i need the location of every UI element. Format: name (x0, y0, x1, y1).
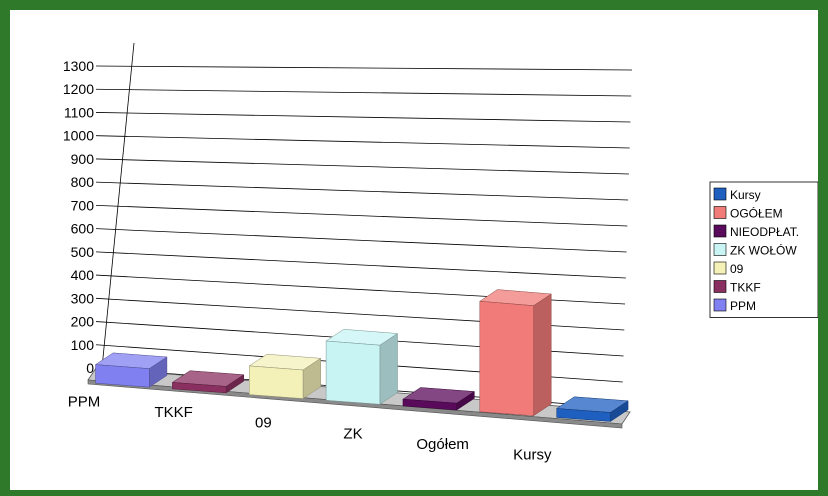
y-axis-line (101, 42, 135, 369)
x-category-label: ZK (343, 425, 362, 442)
x-category-label: 09 (255, 415, 272, 432)
bar-front-face (95, 364, 150, 388)
x-category-label: Ogółem (416, 436, 469, 453)
gridline-1200 (95, 88, 632, 97)
bar-side-face (533, 293, 552, 417)
bar-09 (248, 353, 322, 400)
bar-front-face (402, 398, 458, 411)
bar-tkkf (171, 370, 245, 394)
category-labels: PPM TKKF 09 ZK Ogółem Kursy (68, 393, 552, 463)
gridline-1100 (95, 112, 631, 123)
legend-swatch (713, 224, 727, 238)
legend-swatch (713, 298, 727, 312)
axes (101, 42, 135, 369)
bar-front-face (479, 300, 534, 416)
bar-zk (325, 329, 399, 405)
y-tick-label: 500 (71, 244, 95, 260)
gridline-1300 (95, 65, 633, 71)
legend-swatch (713, 243, 727, 256)
legend-entry: Kursy (730, 188, 761, 202)
bar-chart-3d: 0 100 200 300 400 500 600 700 800 900 1000 1100 1200… (63, 42, 818, 464)
bar-front-face (248, 365, 304, 399)
y-tick-label: 600 (71, 221, 95, 237)
bar-front-face (556, 408, 611, 422)
y-tick-label: 1100 (64, 104, 94, 120)
legend-swatch (713, 206, 727, 219)
gridline-500 (95, 251, 626, 279)
chart-canvas: 0 100 200 300 400 500 600 700 800 900 1000 1100 1200… (10, 10, 818, 490)
bar-side-face (379, 333, 398, 405)
y-tick-label: 100 (71, 337, 95, 353)
bars (94, 289, 629, 422)
legend-entry: PPM (730, 299, 756, 313)
gridline-800 (95, 181, 629, 201)
y-tick-label: 1000 (63, 128, 94, 144)
x-category-label: TKKF (154, 404, 192, 421)
legend-entry: 09 (730, 262, 744, 276)
legend: Kursy OGÓŁEM NIEODPŁAT. ZK WOŁÓW 09 TKKF PPM (709, 181, 818, 318)
y-tick-label: 0 (86, 360, 94, 376)
y-tick-label: 1300 (63, 58, 94, 74)
bar-kursy (555, 396, 629, 422)
gridline-1000 (95, 135, 630, 149)
y-tick-label: 900 (71, 151, 95, 167)
bar-unlabeled (402, 387, 476, 411)
legend-swatch (713, 261, 727, 275)
y-tick-label: 200 (71, 314, 95, 330)
gridline-900 (95, 158, 629, 175)
bar-front-face (325, 340, 381, 405)
legend-swatch (713, 280, 727, 293)
legend-entry: ZK WOŁÓW (730, 243, 797, 258)
y-tick-label: 300 (71, 290, 95, 306)
y-tick-label: 700 (71, 197, 95, 213)
bar-ogółem (479, 289, 552, 417)
legend-swatch (713, 187, 727, 201)
bar-front-face (172, 382, 227, 394)
y-tick-label: 400 (71, 267, 95, 283)
bar-ppm (94, 352, 168, 388)
y-tick-label: 800 (71, 174, 95, 190)
y-tick-label: 1200 (63, 81, 94, 97)
x-category-label: PPM (68, 393, 101, 410)
legend-box (709, 181, 818, 318)
x-category-label: Kursy (513, 447, 552, 464)
legend-entry: TKKF (730, 281, 761, 295)
legend-entry: OGÓŁEM (730, 206, 783, 221)
gridline-700 (95, 204, 628, 227)
legend-entry: NIEODPŁAT. (730, 225, 799, 239)
gridline-600 (95, 228, 627, 253)
